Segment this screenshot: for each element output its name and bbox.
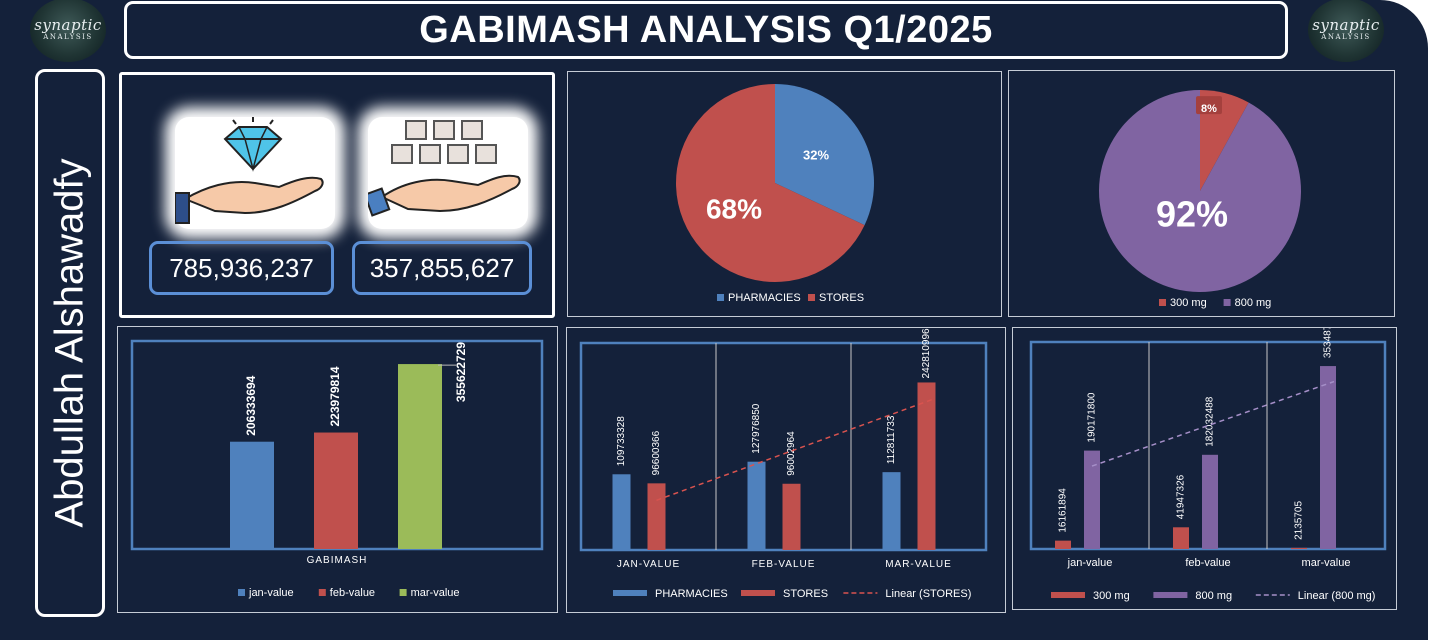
trendline: [656, 398, 933, 502]
data-label: 68%: [706, 193, 762, 224]
category-label: feb-value: [1185, 557, 1230, 569]
logo-line2: ANALYSIS: [43, 33, 93, 41]
data-label: 8%: [1201, 103, 1217, 115]
legend-label: jan-value: [248, 587, 294, 599]
bar-chart-dose-panel: 16161894 41947326 2135705 190171800 18203248…: [1012, 308, 1397, 610]
legend-label: 300 mg: [1170, 297, 1207, 309]
pie-slice: [775, 84, 874, 226]
legend-swatch: [613, 590, 647, 596]
bar: [782, 483, 801, 550]
bar: [1202, 454, 1218, 549]
author-name: Abdullah Alshawadfy: [47, 158, 92, 528]
bar-chart-dose: 16161894 41947326 2135705 190171800 18203248…: [1029, 308, 1387, 602]
data-label: 190171800: [1087, 392, 1098, 442]
legend-swatch: [399, 589, 407, 596]
pie-chart-dose-panel: 8% 92% 300 mg 800 mg: [1008, 70, 1395, 317]
legend-label: 300 mg: [1093, 590, 1130, 602]
legend-label: 800 mg: [1235, 297, 1272, 309]
category-label: MAR-VALUE: [885, 559, 952, 570]
legend-label: mar-value: [411, 587, 460, 599]
pie-chart-channel-panel: 32% 68% PHARMACIES STORES: [567, 71, 1002, 317]
kpi-value-2: 357,855,627: [352, 241, 532, 295]
legend-swatch: [717, 294, 724, 301]
bar: [747, 461, 766, 550]
data-label: 32%: [803, 147, 829, 162]
bar: [398, 364, 442, 549]
trendline: [1091, 380, 1335, 467]
data-label: 16161894: [1058, 488, 1069, 533]
legend-swatch: [1051, 592, 1085, 598]
category-label: jan-value: [1067, 557, 1113, 569]
pie-chart-dose: 8% 92% 300 mg 800 mg: [1099, 90, 1301, 309]
data-label: 96002964: [786, 431, 797, 476]
author-panel: Abdullah Alshawadfy: [35, 69, 105, 617]
legend-label: Linear (STORES): [885, 588, 971, 600]
category-label: JAN-VALUE: [617, 559, 680, 570]
bar: [314, 432, 358, 549]
bar: [1320, 366, 1336, 549]
data-label: 242810996: [921, 328, 932, 378]
data-label: 353487024: [1323, 328, 1334, 358]
bar-chart-monthly: 206333694 223979814 355622729 GABIMASH jan-v…: [130, 339, 544, 599]
legend-label: feb-value: [330, 587, 375, 599]
legend-swatch: [741, 590, 775, 596]
pie-slice: [676, 84, 865, 282]
bar: [1084, 450, 1100, 549]
data-label: 96600366: [651, 430, 662, 475]
legend-label: PHARMACIES: [728, 292, 801, 304]
data-label: 41947326: [1176, 474, 1187, 519]
logo-line1: synaptic: [1312, 16, 1380, 34]
legend-label: STORES: [819, 292, 864, 304]
bar: [1055, 540, 1071, 549]
pie-chart-channel: 32% 68% PHARMACIES STORES: [676, 84, 874, 304]
category-label: GABIMASH: [307, 555, 368, 566]
diamond-in-hand-icon: [174, 117, 335, 229]
bar-chart-channel: 109733328 127976850 112811733 96600366 96002…: [579, 328, 988, 600]
pie-slice: [1099, 90, 1301, 292]
bar: [230, 441, 274, 549]
category-label: FEB-VALUE: [752, 559, 816, 570]
legend-swatch: [318, 589, 326, 596]
legend-label: PHARMACIES: [655, 588, 728, 600]
bar: [1173, 527, 1189, 549]
data-label: 2135705: [1294, 501, 1305, 540]
legend-label: 800 mg: [1195, 590, 1232, 602]
page-title: GABIMASH ANALYSIS Q1/2025: [124, 1, 1288, 59]
bar-chart-monthly-panel: 206333694 223979814 355622729 GABIMASH jan-v…: [117, 326, 558, 613]
data-label: 112811733: [886, 415, 897, 464]
kpi-value-1-text: 785,936,237: [169, 252, 314, 283]
bar: [917, 382, 936, 550]
legend-swatch: [1153, 592, 1188, 598]
legend-swatch: [1223, 299, 1231, 306]
data-label: 127976850: [751, 403, 762, 453]
legend-label: STORES: [783, 588, 828, 600]
logo-line2: ANALYSIS: [1321, 33, 1371, 41]
data-label: 223979814: [328, 366, 342, 426]
bar-chart-channel-panel: 109733328 127976850 112811733 96600366 96002…: [566, 327, 1006, 613]
data-label: 182032488: [1205, 396, 1216, 446]
boxes-in-hand-icon: [363, 117, 528, 229]
legend-swatch: [238, 589, 245, 596]
logo-line1: synaptic: [34, 16, 102, 34]
bar: [647, 483, 666, 550]
category-label: mar-value: [1302, 557, 1351, 569]
legend-swatch: [1159, 299, 1166, 306]
bar: [1291, 547, 1307, 549]
legend-swatch: [808, 294, 815, 301]
synaptic-logo-left: synaptic ANALYSIS: [30, 0, 106, 62]
kpi-value-2-text: 357,855,627: [369, 252, 515, 283]
bar: [612, 474, 631, 550]
data-label: 109733328: [616, 416, 627, 466]
data-label-box: [1196, 96, 1222, 115]
kpi-panel: 785,936,237 357,855,627: [119, 72, 555, 318]
data-label: 206333694: [244, 375, 258, 435]
data-label: 355622729: [454, 342, 468, 402]
kpi-value-1: 785,936,237: [149, 241, 334, 295]
data-label: 92%: [1156, 194, 1228, 235]
synaptic-logo-right: synaptic ANALYSIS: [1308, 0, 1384, 62]
bar: [882, 472, 901, 550]
pie-slice: [1200, 90, 1249, 191]
page-title-text: GABIMASH ANALYSIS Q1/2025: [419, 8, 993, 51]
legend-label: Linear (800 mg): [1298, 590, 1376, 602]
